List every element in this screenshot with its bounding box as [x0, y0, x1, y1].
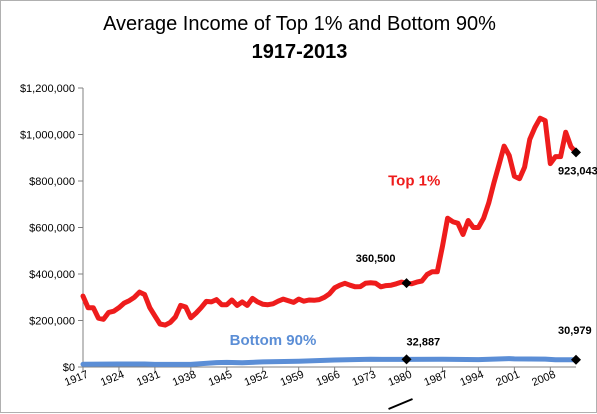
- x-tick-label: 1924: [99, 369, 126, 389]
- x-tick-label: 1931: [135, 369, 162, 389]
- data-point-marker: [571, 147, 581, 158]
- data-label: 360,500: [356, 253, 396, 265]
- x-tick-label: 1987: [422, 369, 449, 389]
- x-tick-label: 1966: [315, 369, 342, 389]
- data-label: 32,887: [407, 336, 441, 348]
- y-tick-label: $200,000: [29, 316, 75, 328]
- x-tick-label: 2001: [494, 369, 521, 389]
- x-tick-label: 1994: [458, 369, 485, 389]
- chart-subtitle: 1917-2013: [251, 41, 348, 63]
- x-label-underline: [388, 398, 413, 410]
- x-tick-label: 1952: [243, 369, 270, 389]
- series-line-bottom-90: [80, 356, 579, 367]
- x-tick-label: 1938: [171, 369, 198, 389]
- x-tick-label: 1945: [207, 369, 234, 389]
- y-tick-label: $0: [63, 362, 75, 374]
- data-point-marker: [401, 354, 412, 365]
- series-label: Bottom 90%: [230, 332, 317, 349]
- data-point-marker: [401, 278, 412, 289]
- y-tick-label: $400,000: [29, 269, 75, 281]
- x-tick-label: 1980: [386, 369, 413, 389]
- x-tick-label: 1959: [279, 369, 306, 389]
- x-tick-label: 1973: [351, 369, 378, 389]
- y-tick-label: $1,200,000: [20, 83, 75, 95]
- y-tick-label: $1,000,000: [20, 130, 75, 142]
- data-label: 30,979: [558, 325, 592, 337]
- y-tick-label: $800,000: [29, 176, 75, 188]
- data-point-marker: [571, 354, 581, 365]
- data-label: 923,043: [558, 165, 597, 177]
- y-tick-label: $600,000: [29, 223, 75, 235]
- series-label: Top 1%: [388, 173, 440, 190]
- chart-title: Average Income of Top 1% and Bottom 90%: [103, 13, 496, 35]
- x-tick-label: 2008: [530, 369, 557, 389]
- series-line-top-1: [80, 115, 579, 328]
